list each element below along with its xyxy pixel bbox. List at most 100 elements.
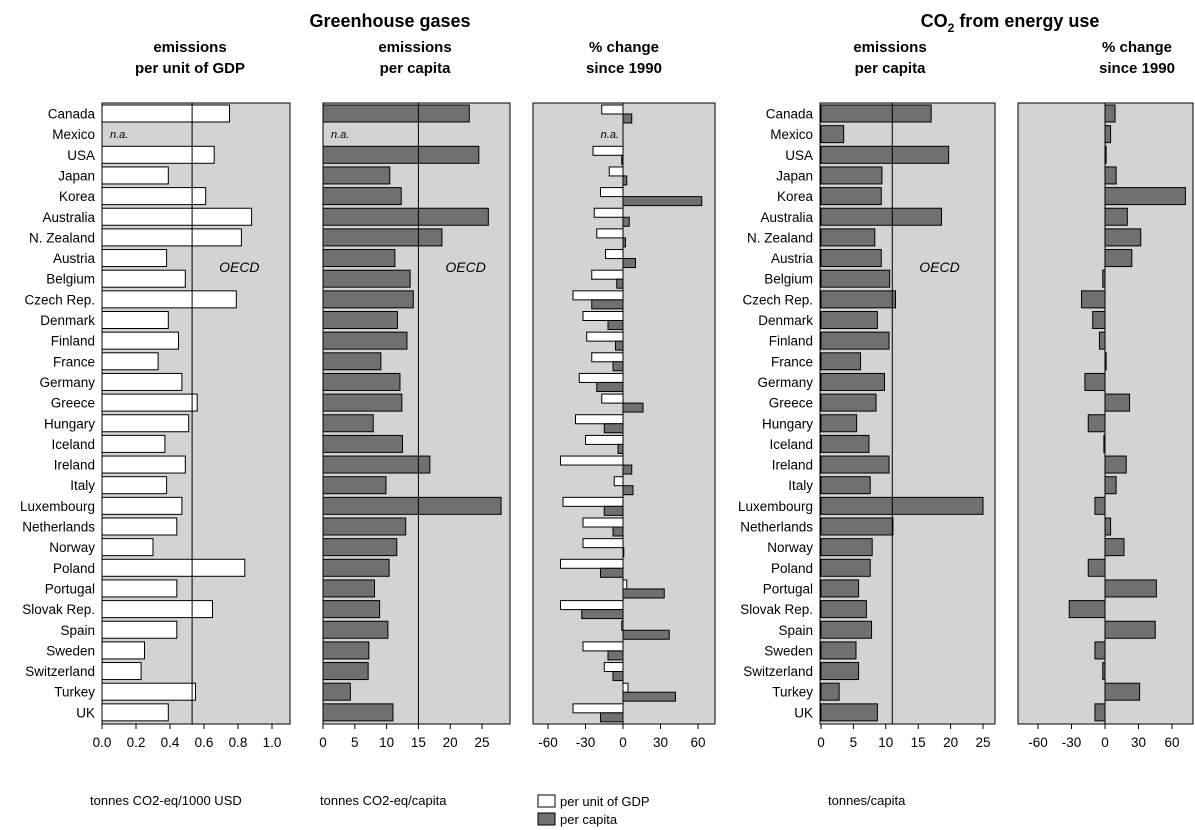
bar (622, 196, 703, 207)
bar (322, 352, 382, 371)
bar (820, 703, 878, 722)
bar (1104, 207, 1128, 226)
bar (101, 228, 242, 247)
bar (592, 145, 624, 156)
bar (572, 703, 624, 714)
bar (560, 600, 624, 611)
bar (101, 207, 253, 226)
bar (820, 331, 890, 350)
bar (615, 340, 624, 351)
country-label: Mexico (52, 127, 95, 142)
bar (101, 352, 159, 371)
bar (1104, 249, 1133, 268)
bar (578, 372, 624, 383)
tick-label: 15 (911, 735, 926, 750)
bar (101, 703, 169, 722)
tick-label: 15 (411, 735, 426, 750)
country-label: Netherlands (740, 520, 813, 535)
bar (1094, 641, 1106, 660)
bar (1104, 166, 1117, 185)
bar (600, 567, 624, 578)
axis-unit-label: tonnes CO2-eq/capita (320, 793, 447, 808)
bar (101, 682, 196, 701)
bar (820, 249, 882, 268)
bar (820, 496, 984, 515)
axis-unit-label: tonnes CO2-eq/1000 USD (90, 793, 242, 808)
panel-background (322, 102, 511, 725)
bar (1104, 682, 1141, 701)
bar (581, 609, 624, 620)
bar (322, 662, 369, 681)
bar (1087, 414, 1106, 433)
bar (617, 443, 624, 454)
bar (101, 414, 190, 433)
country-label: Belgium (764, 272, 813, 287)
legend-label-gdp: per unit of GDP (560, 794, 650, 809)
tick-label: 0 (319, 735, 327, 750)
tick-label: 60 (690, 735, 705, 750)
bar (322, 517, 407, 536)
bar (322, 496, 502, 515)
country-label: N. Zealand (29, 230, 95, 245)
bar (622, 691, 676, 702)
tick-label: 10 (878, 735, 893, 750)
country-label: Austria (53, 251, 96, 266)
country-label: Turkey (772, 685, 813, 700)
tick-label: 60 (1164, 735, 1179, 750)
tick-label: 0 (1101, 735, 1109, 750)
bar (322, 290, 414, 309)
bar (101, 331, 179, 350)
panel-title-line1: % change (589, 39, 659, 56)
country-label: Japan (776, 168, 813, 183)
bar (820, 641, 857, 660)
bar (596, 228, 624, 239)
bar (322, 331, 408, 350)
na-label: n.a. (331, 129, 349, 141)
tick-label: 5 (850, 735, 858, 750)
tick-label: 0.8 (229, 735, 248, 750)
country-label: Luxembourg (20, 499, 95, 514)
country-label: Italy (788, 478, 813, 493)
tick-label: 5 (351, 735, 359, 750)
bar (101, 434, 166, 453)
bar (101, 600, 213, 619)
country-label: Iceland (51, 437, 95, 452)
bar (820, 352, 862, 371)
bar (322, 311, 398, 329)
country-label: Norway (767, 540, 813, 555)
country-label: Norway (49, 540, 95, 555)
bar (101, 496, 183, 515)
bar (101, 620, 178, 639)
bar (820, 538, 873, 557)
bar (1084, 372, 1106, 391)
bar (582, 311, 624, 321)
bar (820, 104, 932, 123)
bar (101, 187, 207, 206)
bar (601, 104, 624, 115)
bar (322, 166, 391, 185)
bar (1087, 558, 1106, 577)
panel-title-line2: per unit of GDP (135, 60, 245, 77)
bar (622, 629, 670, 640)
bar (1098, 331, 1106, 350)
bar (1104, 455, 1127, 474)
bar (622, 588, 665, 599)
country-label: Germany (757, 375, 813, 390)
bar (560, 558, 624, 569)
country-label: UK (76, 705, 95, 720)
country-label: Sweden (764, 643, 813, 658)
country-label: Finland (51, 334, 95, 349)
country-label: Denmark (40, 313, 95, 328)
panel-background (532, 102, 716, 725)
country-label: Switzerland (743, 664, 813, 679)
bar (820, 682, 840, 701)
bar (101, 476, 168, 495)
country-label: Luxembourg (738, 499, 813, 514)
bar (322, 476, 387, 495)
bar (820, 662, 860, 681)
tick-label: 0.2 (127, 735, 146, 750)
country-label: France (53, 354, 95, 369)
tick-label: -60 (1028, 735, 1048, 750)
bar (591, 352, 624, 363)
